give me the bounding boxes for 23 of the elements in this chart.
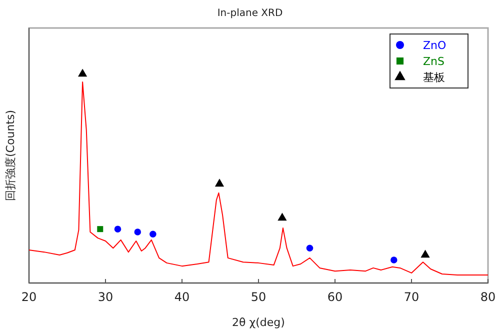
x-tick-label: 80 xyxy=(480,290,496,304)
point xyxy=(150,230,156,238)
x-tick-label: 60 xyxy=(327,290,343,304)
point xyxy=(390,256,398,264)
point xyxy=(214,178,224,187)
x-tick-label: 20 xyxy=(21,290,37,304)
x-tick-label: 40 xyxy=(174,290,190,304)
point xyxy=(278,212,287,221)
legend-label: ZnO xyxy=(423,39,447,52)
x-tick-label: 70 xyxy=(404,290,420,304)
x-tick-label: 30 xyxy=(98,290,114,304)
chart-title: In-plane XRD xyxy=(217,8,283,19)
point xyxy=(78,68,88,77)
point xyxy=(97,226,104,232)
point xyxy=(306,244,314,252)
legend-label: 基板 xyxy=(423,71,445,84)
point xyxy=(114,226,122,232)
x-tick-label: 50 xyxy=(250,290,266,304)
y-axis-title: 回折強度(Counts) xyxy=(4,110,17,201)
x-axis-title: 2θ χ(deg) xyxy=(232,316,285,329)
point xyxy=(420,250,430,258)
point xyxy=(134,228,142,236)
legend-label: ZnS xyxy=(423,55,445,68)
